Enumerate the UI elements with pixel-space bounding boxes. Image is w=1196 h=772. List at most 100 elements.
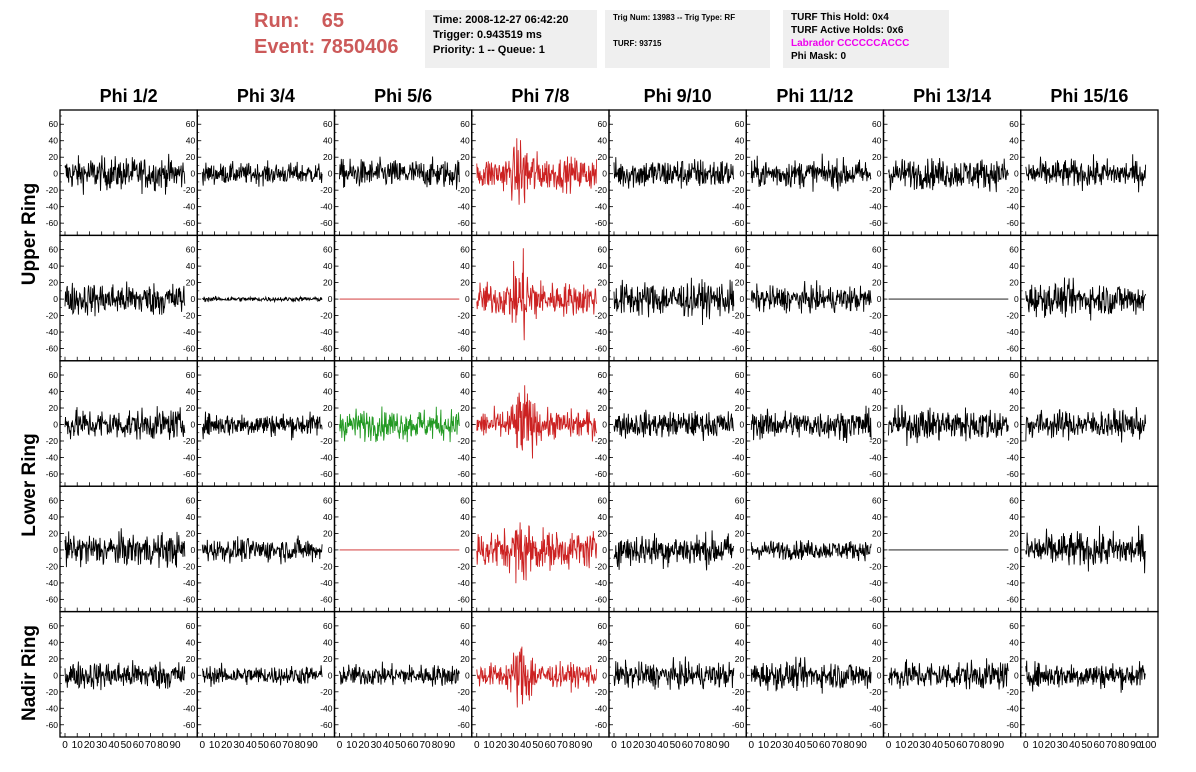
y-tick-label: 60 — [49, 621, 59, 631]
y-tick-label: 0 — [740, 420, 745, 430]
waveform-trace — [613, 277, 735, 326]
y-tick-label: -40 — [457, 327, 470, 337]
x-tick-label: 30 — [920, 740, 932, 751]
y-tick-label: -60 — [46, 218, 59, 228]
waveform-trace — [1025, 277, 1147, 321]
y-tick-label: -40 — [732, 327, 745, 337]
y-tick-label: 60 — [460, 621, 470, 631]
waveform-trace — [613, 530, 735, 571]
y-tick-label: 60 — [735, 621, 745, 631]
run-label: Run: — [254, 10, 300, 32]
y-tick-label: -40 — [46, 703, 59, 713]
y-tick-label: -40 — [732, 202, 745, 212]
waveform-panel: -60 -40 -20 0 20 40 60 — [457, 485, 610, 613]
time-text: Time: 2008-12-27 06:42:20 — [433, 14, 569, 26]
y-tick-label: 60 — [460, 370, 470, 380]
y-tick-label: 40 — [735, 387, 745, 397]
y-tick-label: 0 — [465, 670, 470, 680]
y-tick-label: 0 — [53, 169, 58, 179]
waveform-panel: -60 -40 -20 0 20 40 60 — [1006, 485, 1159, 613]
y-tick-label: 60 — [323, 245, 333, 255]
waveform-trace — [64, 660, 186, 691]
y-tick-label: 40 — [460, 261, 470, 271]
x-tick-label: 0 — [199, 740, 205, 751]
y-tick-label: 40 — [872, 512, 882, 522]
y-tick-label: 20 — [186, 528, 196, 538]
x-tick-label: 40 — [520, 740, 532, 751]
y-tick-label: -20 — [183, 687, 196, 697]
y-tick-label: -40 — [183, 578, 196, 588]
y-tick-label: 60 — [598, 370, 608, 380]
y-tick-label: 40 — [49, 136, 59, 146]
y-tick-label: 20 — [735, 528, 745, 538]
waveform-trace — [339, 661, 460, 687]
column-header: Phi 9/10 — [643, 86, 712, 106]
x-tick-label: 70 — [831, 740, 843, 751]
y-tick-label: 20 — [323, 654, 333, 664]
column-header: Phi 3/4 — [236, 86, 295, 106]
waveform-panel: -60 -40 -20 0 20 40 60 — [595, 360, 747, 487]
y-tick-label: -20 — [732, 185, 745, 195]
y-tick-label: 40 — [598, 637, 608, 647]
y-tick-label: 60 — [49, 119, 59, 129]
y-tick-label: 60 — [323, 370, 333, 380]
waveform-trace — [1025, 154, 1147, 193]
y-tick-label: -60 — [869, 344, 882, 354]
y-tick-label: -40 — [457, 202, 470, 212]
y-tick-label: -40 — [320, 327, 333, 337]
y-tick-label: 40 — [186, 512, 196, 522]
y-tick-label: 0 — [877, 670, 882, 680]
y-tick-label: -20 — [457, 311, 470, 321]
waveform-trace — [476, 138, 598, 205]
y-tick-label: 20 — [460, 528, 470, 538]
x-tick-label: 20 — [633, 740, 645, 751]
y-tick-label: -40 — [1006, 202, 1019, 212]
y-tick-label: 0 — [877, 420, 882, 430]
y-tick-label: 40 — [49, 387, 59, 397]
column-header: Phi 11/12 — [776, 86, 854, 106]
y-tick-label: 20 — [186, 654, 196, 664]
y-tick-label: -20 — [732, 687, 745, 697]
x-tick-label: 30 — [782, 740, 794, 751]
y-tick-label: 40 — [323, 512, 333, 522]
y-tick-label: 20 — [872, 654, 882, 664]
waveform-panel: -60 -40 -20 0 20 40 60 — [869, 109, 1022, 237]
y-tick-label: 20 — [460, 152, 470, 162]
y-tick-label: -40 — [1006, 578, 1019, 588]
y-tick-label: 60 — [735, 370, 745, 380]
y-tick-label: -60 — [46, 469, 59, 479]
y-tick-label: 40 — [1009, 387, 1019, 397]
y-tick-label: -40 — [183, 202, 196, 212]
y-tick-label: -60 — [732, 720, 745, 730]
y-tick-label: 20 — [323, 152, 333, 162]
y-tick-label: -40 — [869, 202, 882, 212]
x-tick-label: 20 — [907, 740, 919, 751]
x-tick-label: 10 — [758, 740, 770, 751]
y-tick-label: 20 — [460, 278, 470, 288]
y-tick-label: 0 — [465, 545, 470, 555]
y-tick-label: -60 — [595, 344, 608, 354]
panel-frame — [882, 234, 1022, 362]
waveform-panel: -60 -40 -20 0 20 40 60 — [183, 360, 336, 487]
y-tick-label: -60 — [1006, 594, 1019, 604]
y-tick-label: 20 — [735, 654, 745, 664]
y-tick-label: -60 — [1006, 469, 1019, 479]
x-tick-label: 60 — [956, 740, 968, 751]
x-tick-label: 40 — [1069, 740, 1081, 751]
waveform-trace — [750, 280, 872, 314]
y-tick-label: -20 — [869, 311, 882, 321]
y-tick-label: 60 — [1009, 370, 1019, 380]
y-tick-label: -60 — [732, 344, 745, 354]
x-tick-label: 100 — [1140, 740, 1157, 751]
column-header: Phi 5/6 — [374, 86, 433, 106]
x-tick-label: 60 — [682, 740, 694, 751]
x-tick-label: 70 — [420, 740, 432, 751]
y-tick-label: 20 — [872, 528, 882, 538]
panel-frame — [333, 485, 473, 613]
y-tick-label: 40 — [1009, 637, 1019, 647]
y-tick-label: -40 — [732, 578, 745, 588]
y-tick-label: 40 — [460, 387, 470, 397]
y-tick-label: 60 — [1009, 245, 1019, 255]
